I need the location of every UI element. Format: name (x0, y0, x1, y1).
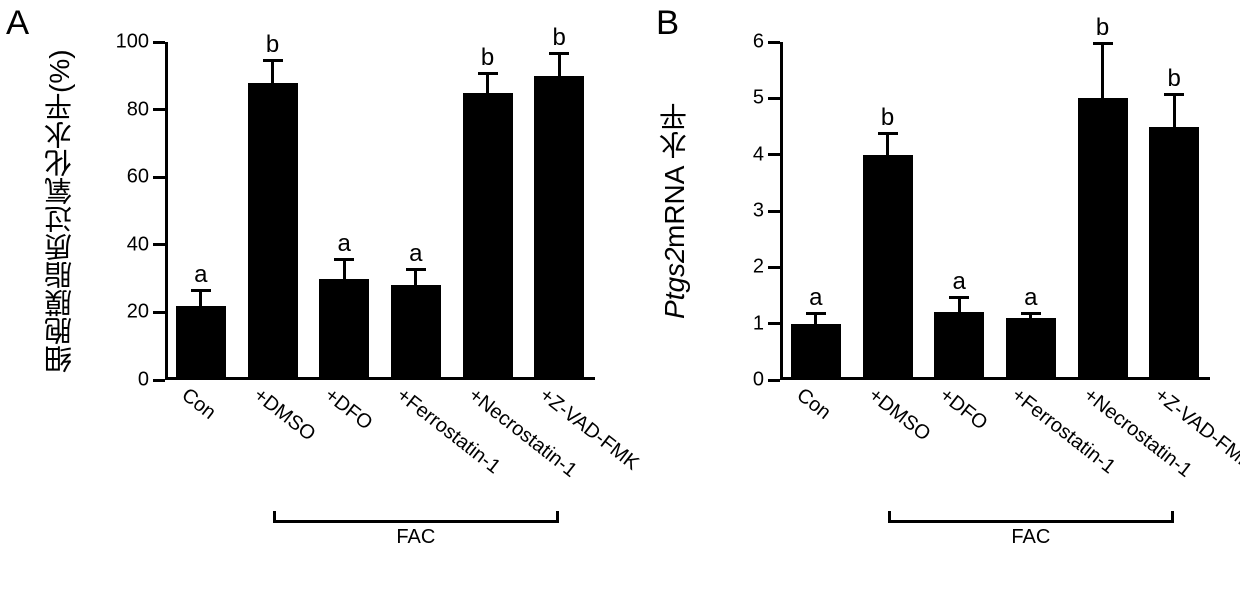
error-bar (558, 52, 561, 76)
panel-a-plot-area: 020406080100 abaabb (165, 42, 595, 380)
panel-a-ylabel: 细胞膜脂质过氧化水平 (%) (45, 42, 74, 380)
error-bar (1101, 42, 1104, 98)
panel-b-ylabel: Ptgs2 mRNA 水平 (660, 42, 689, 380)
panel-b-plot-area: 0123456 abaabb (780, 42, 1210, 380)
significance-label: a (1024, 286, 1037, 310)
bracket-line (888, 520, 1175, 523)
significance-label: a (337, 232, 350, 256)
y-tick-label: 40 (127, 233, 165, 256)
bracket-tick (1171, 511, 1174, 521)
x-tick-label: +DFO (320, 384, 377, 435)
bar-group: a (319, 232, 369, 380)
error-cap (549, 52, 569, 55)
y-tick-label: 4 (753, 143, 780, 166)
y-tick-label: 80 (127, 98, 165, 121)
significance-label: b (266, 33, 279, 57)
bar-group: a (934, 270, 984, 380)
bar-group: b (534, 26, 584, 380)
error-cap (334, 258, 354, 261)
bar-group: b (863, 106, 913, 380)
bar-group: b (248, 33, 298, 380)
bar (1006, 318, 1056, 380)
bar-group: a (176, 263, 226, 380)
y-tick-label: 60 (127, 166, 165, 189)
y-tick-label: 2 (753, 256, 780, 279)
error-cap (878, 132, 898, 135)
error-bar (1173, 93, 1176, 127)
error-cap (1093, 42, 1113, 45)
y-tick-label: 1 (753, 312, 780, 335)
significance-label: a (194, 263, 207, 287)
bar (534, 76, 584, 380)
error-bar (486, 72, 489, 92)
y-tick-label: 6 (753, 31, 780, 54)
panel-a-xticks: Con+DMSO+DFO+Ferrostatin-1+Necrostatin-1… (165, 388, 595, 588)
bar (1078, 98, 1128, 380)
error-bar (958, 296, 961, 313)
significance-label: b (481, 46, 494, 70)
panel-a: A 细胞膜脂质过氧化水平 (%) 020406080100 abaabb Con… (0, 0, 650, 616)
significance-label: a (809, 286, 822, 310)
x-tick-label: +DMSO (248, 384, 319, 446)
bar (176, 306, 226, 380)
bar-group: a (791, 286, 841, 380)
significance-label: b (552, 26, 565, 50)
error-bar (814, 312, 817, 323)
bar (319, 279, 369, 380)
error-bar (199, 289, 202, 306)
significance-label: b (1096, 16, 1109, 40)
bar (1149, 127, 1199, 381)
panel-a-ylabel-line1: 细胞膜脂质过氧化水平 (45, 93, 74, 373)
bar (248, 83, 298, 380)
error-bar (414, 268, 417, 285)
bar (391, 285, 441, 380)
significance-label: b (1167, 67, 1180, 91)
error-cap (406, 268, 426, 271)
y-tick-label: 0 (138, 369, 165, 392)
error-cap (1164, 93, 1184, 96)
bar-group: b (1078, 16, 1128, 380)
panel-a-ylabel-line2: (%) (45, 49, 74, 93)
y-tick-label: 5 (753, 87, 780, 110)
panel-b-bars: abaabb (780, 42, 1210, 380)
y-tick-label: 3 (753, 200, 780, 223)
x-tick-label: +DMSO (863, 384, 934, 446)
error-cap (263, 59, 283, 62)
significance-label: a (409, 242, 422, 266)
bracket-label: FAC (396, 526, 435, 549)
bar-group: a (391, 242, 441, 380)
x-tick-label: +DFO (935, 384, 992, 435)
error-cap (806, 312, 826, 315)
bar (791, 324, 841, 380)
bracket-label: FAC (1011, 526, 1050, 549)
error-cap (949, 296, 969, 299)
error-bar (886, 132, 889, 155)
significance-label: b (881, 106, 894, 130)
panel-a-plot-row: 细胞膜脂质过氧化水平 (%) 020406080100 abaabb (0, 0, 650, 380)
figure: A 细胞膜脂质过氧化水平 (%) 020406080100 abaabb Con… (0, 0, 1240, 616)
y-tick-label: 0 (753, 369, 780, 392)
panel-b-plot-row: Ptgs2 mRNA 水平 0123456 abaabb (650, 0, 1240, 380)
bar-group: a (1006, 286, 1056, 380)
x-tick-label: Con (177, 384, 220, 425)
error-cap (1021, 312, 1041, 315)
bar (463, 93, 513, 380)
error-cap (191, 289, 211, 292)
bracket-tick (556, 511, 559, 521)
error-bar (343, 258, 346, 278)
bar (934, 312, 984, 380)
x-tick-label: Con (792, 384, 835, 425)
panel-b: B Ptgs2 mRNA 水平 0123456 abaabb Con+DMSO+… (650, 0, 1240, 616)
error-bar (271, 59, 274, 83)
error-cap (478, 72, 498, 75)
bar-group: b (1149, 67, 1199, 380)
panel-b-xticks: Con+DMSO+DFO+Ferrostatin-1+Necrostatin-1… (780, 388, 1210, 588)
y-tick-label: 20 (127, 301, 165, 324)
bar-group: b (463, 46, 513, 380)
significance-label: a (952, 270, 965, 294)
bracket-line (273, 520, 560, 523)
y-tick-label: 100 (116, 31, 165, 54)
panel-a-bars: abaabb (165, 42, 595, 380)
bar (863, 155, 913, 380)
